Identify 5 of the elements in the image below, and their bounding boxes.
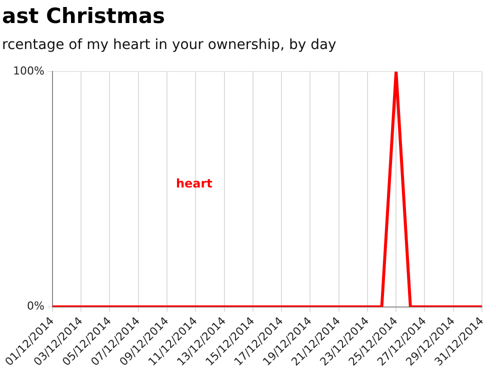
text: heart bbox=[176, 176, 213, 191]
chart-title: ast Christmas bbox=[2, 4, 166, 28]
y-tick-label: 0% bbox=[26, 300, 44, 313]
y-tick-label: 100% bbox=[12, 64, 44, 78]
chart-subtitle: rcentage of my heart in your ownership, by day bbox=[2, 37, 336, 53]
